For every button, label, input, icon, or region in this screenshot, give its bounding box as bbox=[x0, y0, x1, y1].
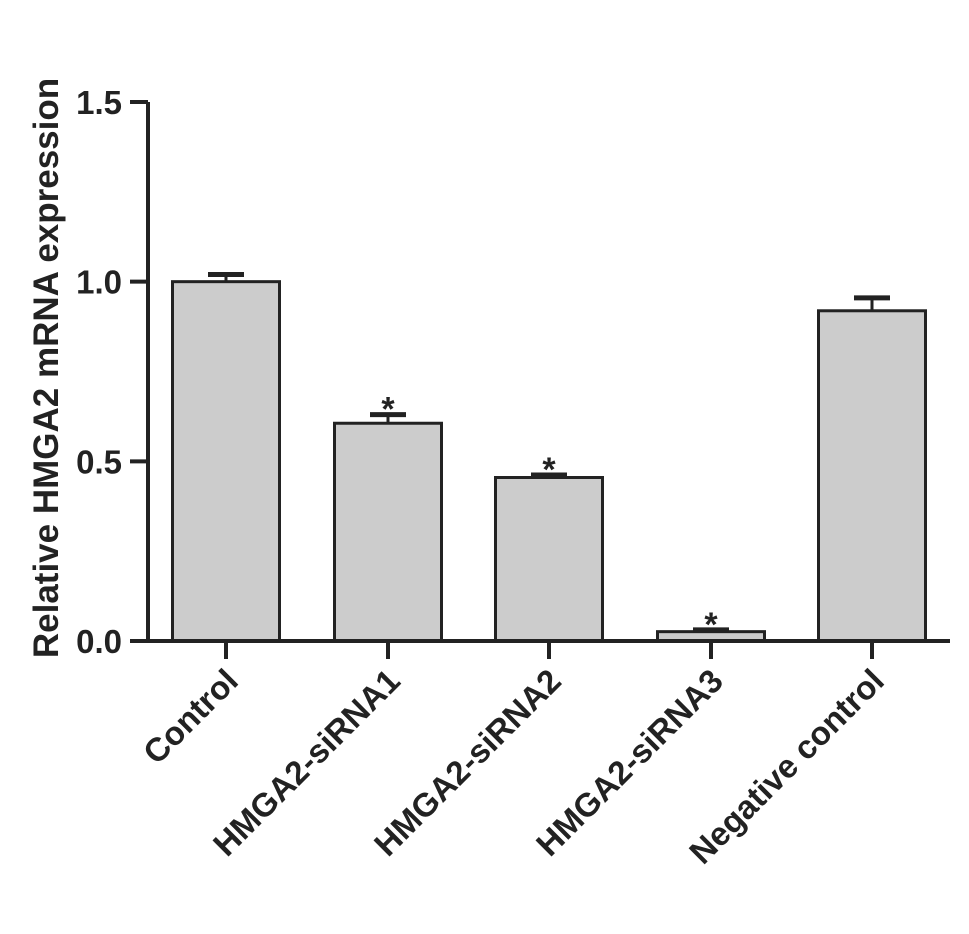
significance-marker: * bbox=[381, 391, 395, 429]
significance-marker: * bbox=[542, 451, 556, 489]
y-tick-label: 0.0 bbox=[76, 623, 122, 660]
x-tick-label: Control bbox=[136, 662, 245, 771]
bar bbox=[333, 421, 443, 643]
bar bbox=[171, 280, 281, 643]
significance-marker: * bbox=[704, 606, 718, 644]
bar bbox=[494, 476, 604, 643]
y-tick-label: 0.5 bbox=[76, 443, 122, 480]
y-axis-label: Relative HMGA2 mRNA expression bbox=[27, 78, 66, 658]
y-tick-label: 1.5 bbox=[76, 84, 122, 121]
bar bbox=[817, 309, 927, 643]
y-tick-label: 1.0 bbox=[76, 264, 122, 301]
